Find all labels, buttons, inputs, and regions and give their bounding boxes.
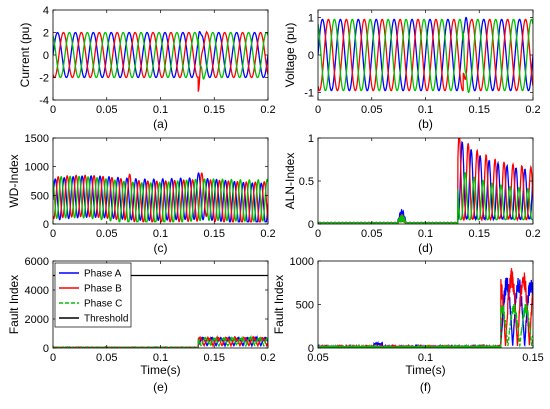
x-tick-label: 0.05 [96,352,117,364]
x-tick-label: 0.1 [153,104,168,116]
x-axis-label: Time(s) [405,363,445,377]
x-tick-label: 0.05 [361,104,382,116]
panel-caption: (b) [418,117,433,131]
y-tick-label: 1000 [25,162,49,174]
y-tick-label: 1000 [290,256,314,268]
y-tick-label: 2 [43,28,49,40]
x-tick-label: 0 [315,228,321,240]
x-tick-label: 0.2 [260,352,275,364]
y-tick-label: 0 [43,343,49,355]
plot-area [318,261,533,348]
y-tick-label: 0 [43,219,49,231]
y-tick-label: 1500 [25,133,49,145]
y-tick-label: 0 [43,50,49,62]
y-axis-label: Fault Index [272,275,286,334]
x-tick-label: 0 [50,352,56,364]
x-tick-label: 0 [50,228,56,240]
series-group [53,30,268,93]
panel-d: 0 0.05 0.1 0.15 0.2 0 0.5 1 ALN-Index (d) [283,133,541,255]
series-group [53,172,268,223]
x-tick-label: 0 [315,104,321,116]
series-line-phase-1 [318,16,533,92]
y-tick-label: -1 [304,88,314,100]
x-tick-label: 0.15 [204,228,225,240]
series-line-phase-3 [53,31,268,80]
panel-caption: (c) [154,241,168,255]
y-tick-label: 1 [308,13,314,25]
series-line-phase-1 [53,30,268,79]
x-tick-label: 0.05 [307,352,328,364]
y-axis-label: Fault Index [7,275,21,334]
panel-c: 0 0.05 0.1 0.15 0.2 0 500 1000 1500 WD-Index (c) [7,133,276,255]
panel-caption: (e) [153,380,168,394]
y-axis-label: WD-Index [7,154,21,207]
x-tick-label: 0.2 [260,228,275,240]
x-axis-label: Time(s) [140,363,180,377]
y-axis-label: ALN-Index [283,153,297,210]
x-tick-label: 0.1 [418,352,433,364]
y-tick-label: 0.5 [299,176,314,188]
x-tick-label: 0.1 [418,104,433,116]
series-line-phase-2 [53,30,268,93]
legend-entry-phase-b: Phase B [84,284,122,295]
x-tick-label: 0.1 [153,228,168,240]
series-line-phase-2 [53,172,268,223]
x-tick-label: 0.05 [361,228,382,240]
legend-entry-phase-c: Phase C [84,299,122,310]
x-tick-label: 0.05 [96,228,117,240]
x-tick-label: 0.15 [204,104,225,116]
series-line-phase-3 [53,175,268,223]
y-tick-label: 6000 [25,256,49,268]
x-tick-label: 0.1 [418,228,433,240]
series-line-phase-2 [318,18,533,92]
panel-caption: (f) [420,380,431,394]
y-tick-label: 2000 [25,314,49,326]
panel-caption: (d) [418,241,433,255]
series-group [318,16,533,94]
y-tick-label: 0 [308,343,314,355]
series-line-phase-3 [318,18,533,94]
y-tick-label: 1 [308,133,314,145]
legend-entry-threshold: Threshold [84,314,128,325]
panel-a: 0 0.05 0.1 0.15 0.2 -4 -2 0 2 4 Current (pu) (a) [18,5,276,131]
x-tick-label: 0 [50,104,56,116]
y-tick-label: -2 [39,73,49,85]
series-line-phase-1 [53,172,268,223]
y-tick-label: 4 [43,5,49,17]
y-axis-label: Voltage (pu) [283,23,297,88]
y-tick-label: -4 [39,95,49,107]
panel-caption: (a) [153,117,168,131]
legend: Phase A Phase B Phase C Threshold [54,262,132,328]
x-tick-label: 0.2 [525,104,540,116]
x-tick-label: 0.1 [153,352,168,364]
y-tick-label: 0 [308,219,314,231]
y-tick-label: 0 [308,50,314,62]
panel-f: 0.05 0.1 0.15 0 500 1000 Fault Index Time(s) (f) [272,256,544,394]
y-tick-label: 500 [31,190,49,202]
x-tick-label: 0.05 [96,104,117,116]
y-tick-label: 4000 [25,285,49,297]
legend-entry-phase-a: Phase A [84,269,122,280]
x-tick-label: 0.2 [260,104,275,116]
y-tick-label: 500 [296,300,314,312]
y-axis-label: Current (pu) [18,23,32,88]
x-tick-label: 0.15 [469,104,490,116]
x-tick-label: 0.15 [522,352,543,364]
panel-e: 0 0.05 0.1 0.15 0.2 0 2000 4000 6000 Fault Index T… [7,256,276,394]
series-line-phase-c [53,334,268,348]
x-tick-label: 0.2 [525,228,540,240]
x-tick-label: 0.15 [204,352,225,364]
x-tick-label: 0.15 [469,228,490,240]
